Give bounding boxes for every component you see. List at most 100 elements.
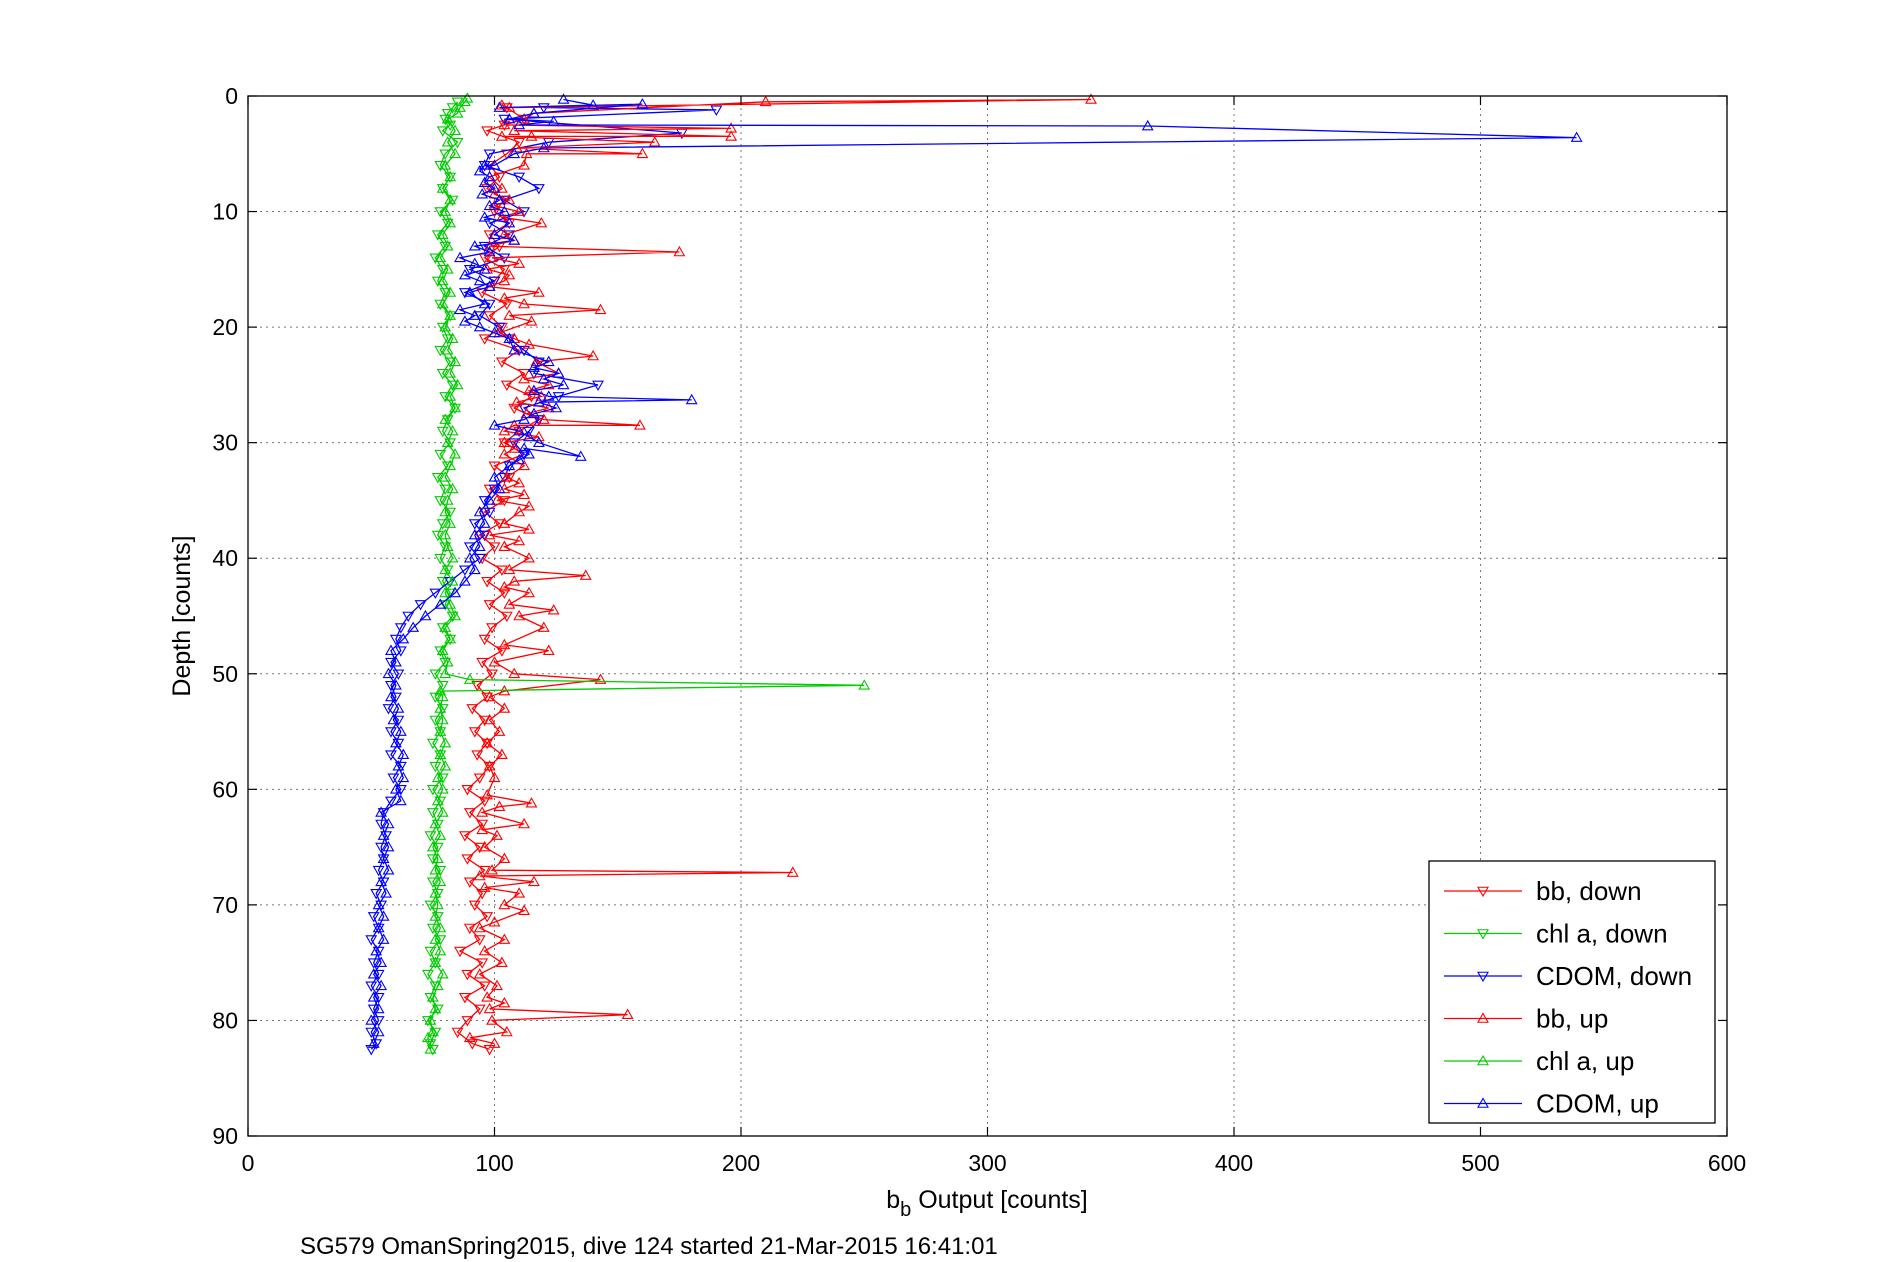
data-point-chl-a-down	[436, 426, 449, 438]
data-point-cdom-up	[463, 552, 476, 563]
data-point-chl-a-up	[449, 124, 462, 135]
data-point-cdom-down	[389, 634, 402, 646]
data-point-cdom-up	[574, 450, 587, 461]
data-point-cdom-down	[372, 865, 385, 877]
data-point-bb-up	[498, 436, 511, 447]
data-point-bb-up	[579, 569, 592, 580]
data-point-chl-a-down	[446, 103, 459, 114]
data-point-cdom-down	[385, 727, 397, 738]
data-point-bb-up	[498, 425, 511, 436]
data-point-bb-up	[476, 823, 489, 835]
data-point-bb-up	[725, 122, 738, 133]
data-point-chl-a-up	[429, 817, 442, 829]
data-point-bb-up	[523, 338, 535, 349]
data-point-cdom-up	[523, 448, 535, 459]
legend-marker-chl-a-down	[1477, 929, 1489, 940]
series-line-bb-up	[469, 98, 1092, 1045]
data-point-bb-up	[483, 760, 496, 771]
data-point-chl-a-down	[431, 842, 444, 854]
data-point-cdom-up	[476, 188, 489, 199]
data-point-cdom-down	[493, 322, 506, 334]
data-point-bb-up	[486, 251, 498, 263]
data-point-chl-a-up	[444, 367, 457, 378]
data-point-cdom-down	[518, 207, 531, 218]
data-point-cdom-up	[483, 170, 496, 182]
data-point-cdom-up	[397, 633, 410, 644]
data-point-cdom-down	[429, 588, 442, 599]
data-point-chl-a-up	[436, 713, 449, 725]
data-point-bb-up	[488, 656, 501, 667]
data-point-bb-up	[520, 147, 533, 159]
data-point-chl-a-up	[436, 968, 449, 979]
data-point-chl-a-up	[426, 1025, 439, 1037]
data-point-bb-up	[513, 609, 526, 621]
data-point-cdom-down	[508, 438, 521, 449]
data-point-bb-down	[498, 438, 511, 449]
data-point-bb-up	[500, 471, 513, 482]
data-point-chl-a-up	[429, 887, 442, 898]
data-point-chl-a-down	[439, 288, 452, 299]
data-point-cdom-up	[382, 667, 395, 679]
data-point-bb-up	[508, 419, 521, 430]
data-point-cdom-up	[382, 817, 395, 829]
data-point-cdom-down	[394, 785, 407, 796]
data-point-cdom-up	[550, 401, 563, 413]
data-point-bb-up	[542, 644, 555, 655]
data-point-chl-a-up	[436, 297, 449, 309]
data-point-cdom-up	[407, 621, 420, 632]
data-point-chl-a-up	[449, 609, 462, 621]
data-point-cdom-up	[527, 407, 540, 419]
data-point-cdom-up	[468, 563, 481, 575]
data-point-chl-a-down	[436, 577, 449, 588]
series-chl-a-up	[421, 92, 871, 1054]
data-point-cdom-up	[367, 968, 380, 979]
data-point-bb-up	[493, 800, 506, 811]
data-point-chl-a-up	[449, 448, 462, 459]
data-point-chl-a-up	[441, 494, 454, 505]
data-point-bb-down	[463, 808, 476, 819]
data-point-chl-a-up	[441, 436, 454, 447]
data-point-cdom-down	[473, 311, 486, 322]
data-point-cdom-down	[385, 796, 397, 807]
data-point-bb-up	[473, 968, 486, 979]
data-point-bb-up	[503, 269, 516, 280]
data-point-cdom-up	[547, 115, 560, 126]
data-point-bb-up	[621, 1008, 634, 1019]
data-point-bb-up	[481, 737, 494, 748]
data-point-cdom-up	[387, 713, 400, 725]
data-point-chl-a-down	[446, 380, 459, 391]
data-point-chl-a-down	[429, 715, 442, 727]
data-point-chl-a-up	[449, 355, 462, 367]
data-point-cdom-down	[375, 819, 388, 831]
data-point-cdom-up	[488, 182, 501, 193]
data-point-bb-up	[498, 540, 511, 551]
data-point-bb-up	[498, 292, 511, 303]
data-point-bb-up	[518, 297, 531, 309]
data-point-bb-up	[523, 523, 535, 534]
data-point-chl-a-up	[429, 864, 442, 875]
data-point-cdom-up	[375, 806, 388, 817]
data-point-cdom-down	[478, 496, 491, 507]
data-point-chl-a-up	[444, 170, 457, 182]
data-point-bb-down	[503, 218, 516, 230]
data-point-bb-up	[508, 667, 521, 679]
data-point-bb-up	[495, 748, 508, 759]
data-point-bb-up	[483, 1002, 496, 1014]
y-tick-label: 60	[212, 776, 238, 802]
data-point-chl-a-down	[434, 750, 447, 761]
data-point-bb-down	[478, 253, 491, 264]
data-point-bb-up	[473, 921, 486, 933]
data-point-cdom-up	[375, 875, 388, 887]
data-point-chl-a-up	[429, 956, 442, 967]
data-point-chl-a-down	[431, 530, 444, 542]
data-point-chl-a-up	[424, 1014, 437, 1025]
data-point-cdom-up	[527, 361, 540, 372]
legend-label-bb-up: bb, up	[1536, 1004, 1608, 1034]
data-point-chl-a-down	[431, 230, 444, 241]
data-point-cdom-up	[636, 97, 649, 109]
data-point-bb-down	[481, 126, 494, 137]
data-point-bb-down	[476, 657, 489, 669]
data-point-chl-a-up	[439, 471, 452, 482]
data-point-chl-a-down	[424, 1039, 437, 1050]
data-point-chl-a-up	[444, 286, 457, 297]
